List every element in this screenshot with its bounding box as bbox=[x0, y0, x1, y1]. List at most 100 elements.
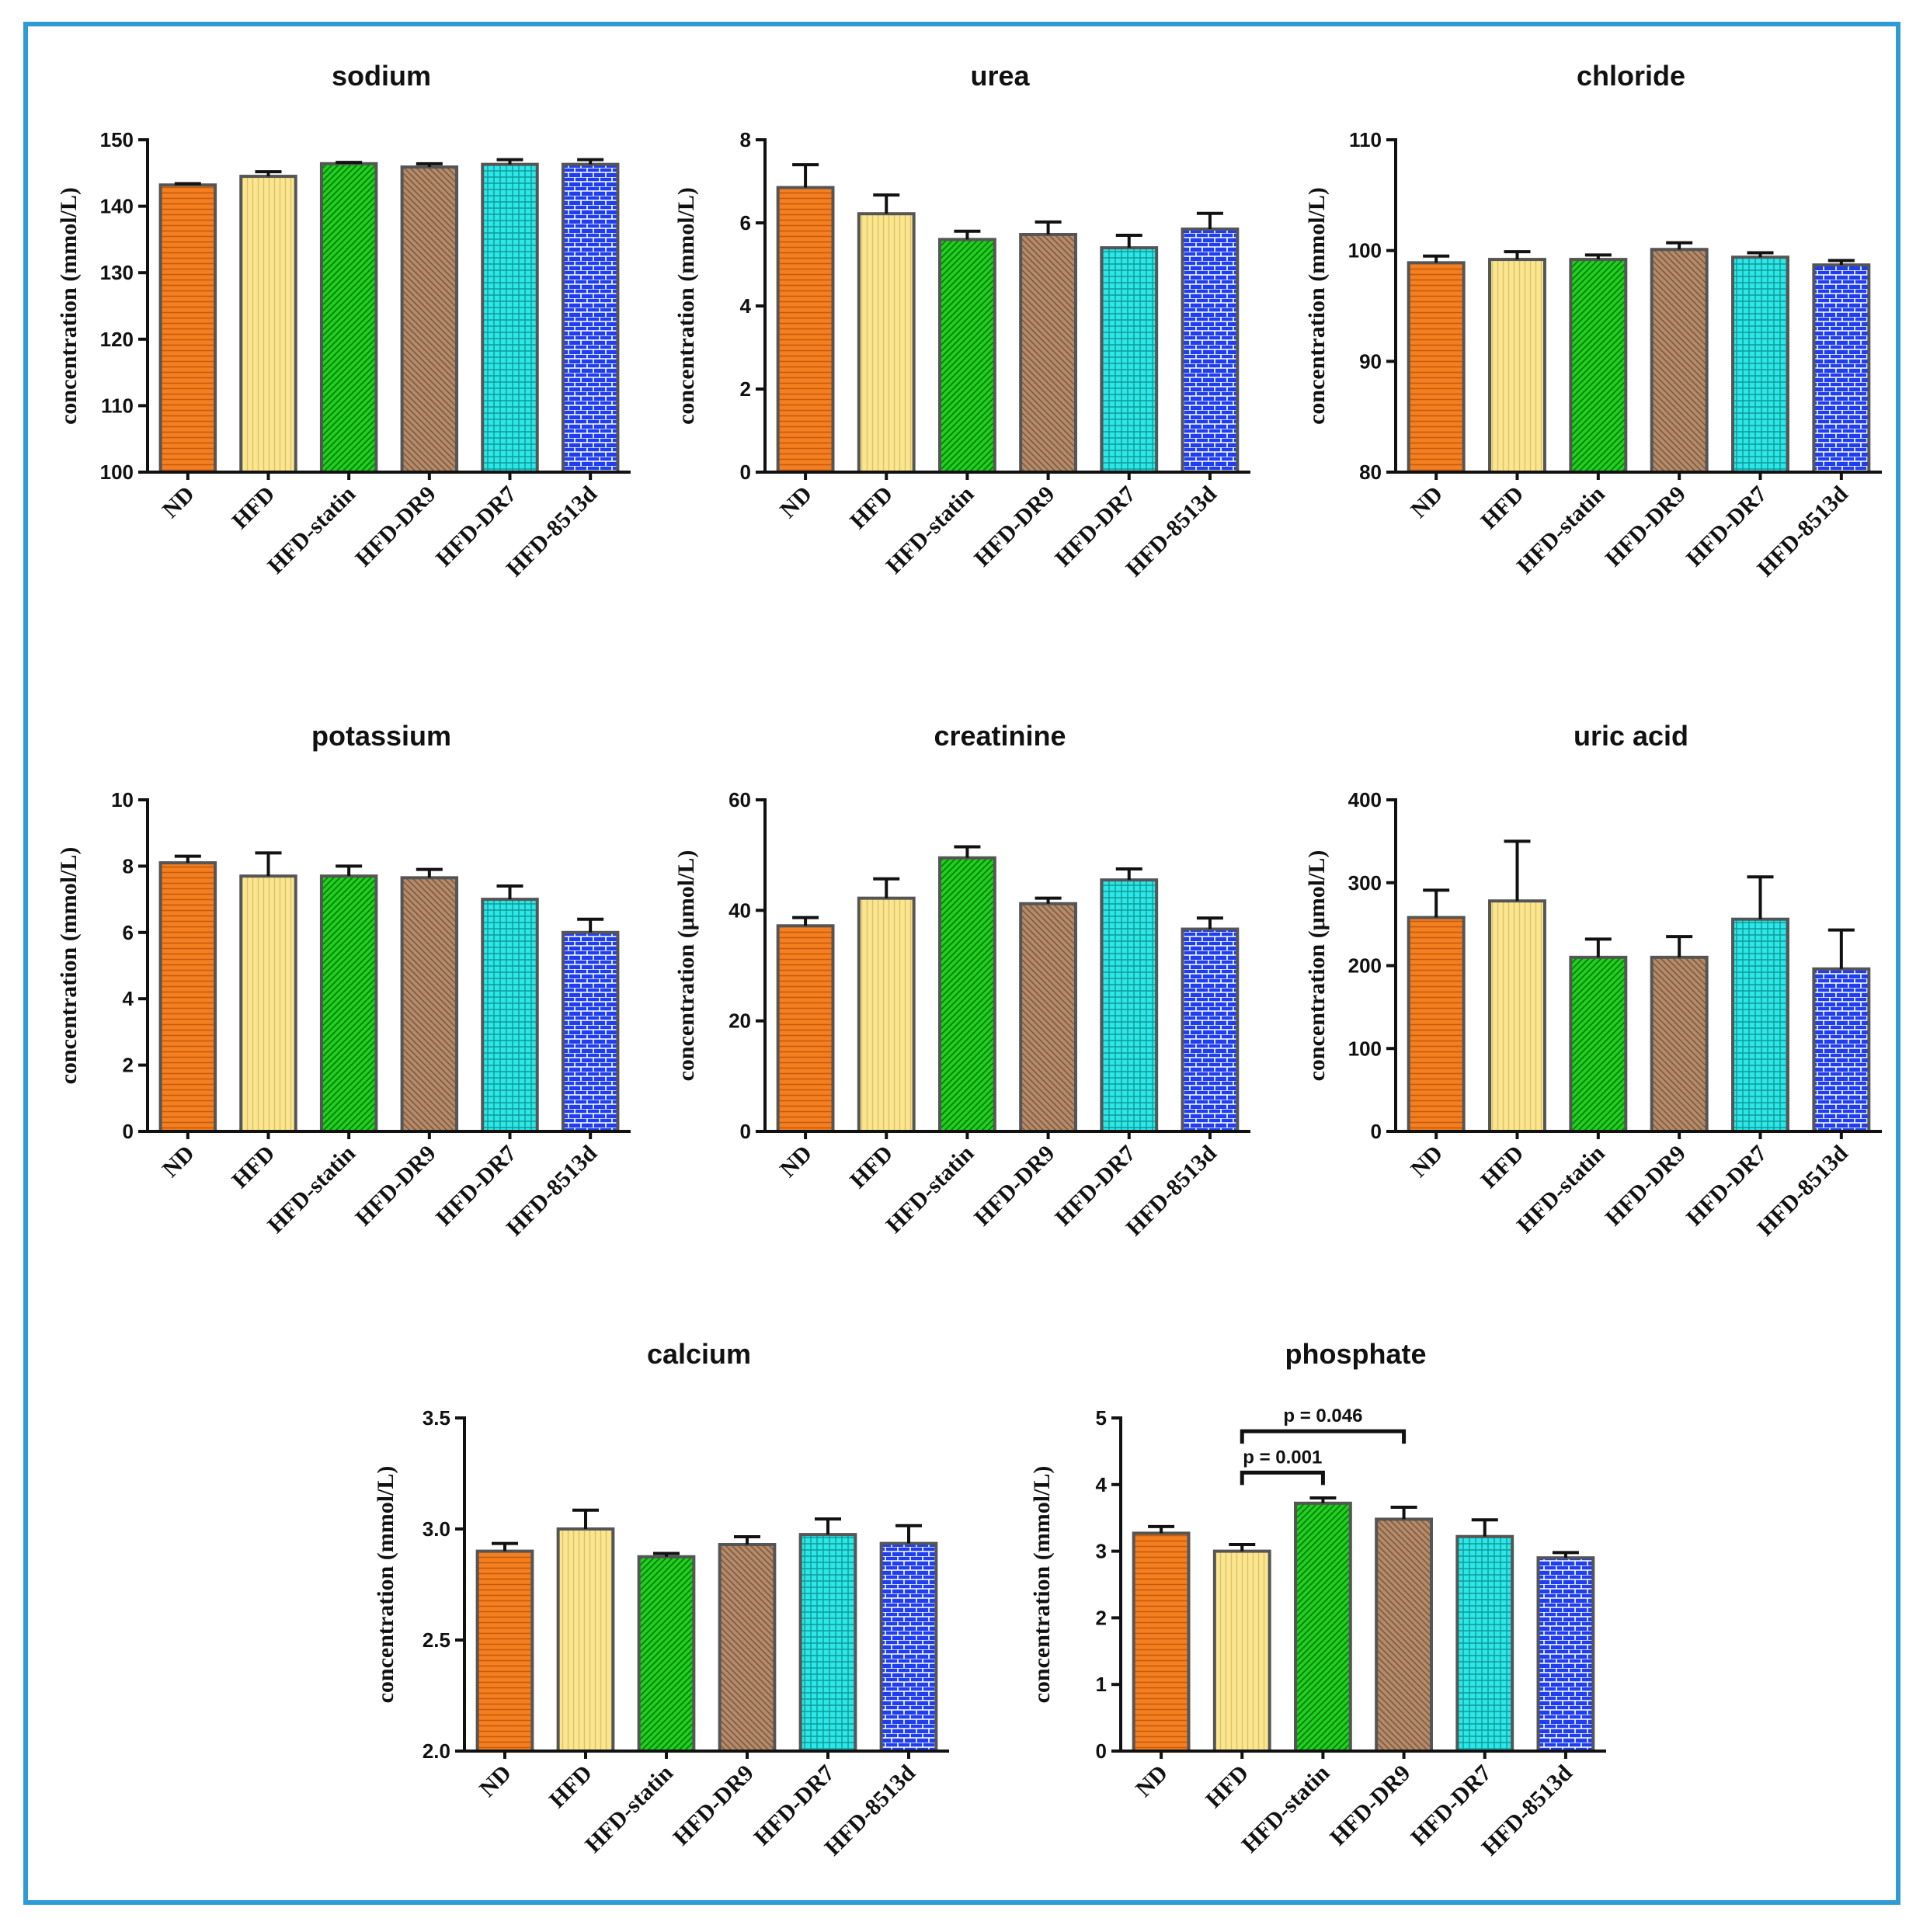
chart-chloride: chloride concentration (mmol/L) ND HFDHFD-s… bbox=[1304, 60, 1882, 582]
x-tick-label: ND bbox=[475, 1760, 516, 1802]
y-tick-label: 100 bbox=[1348, 239, 1382, 262]
x-tick-label: ND bbox=[1406, 481, 1448, 523]
y-tick-label: 5 bbox=[1096, 1406, 1107, 1430]
bar-HFD-8513d bbox=[561, 162, 620, 474]
y-tick-label: 120 bbox=[100, 328, 134, 351]
y-tick-label: 60 bbox=[729, 788, 751, 811]
bar-HFD bbox=[857, 896, 916, 1133]
x-tick-label: HFD-statin bbox=[263, 481, 360, 579]
bar-ND bbox=[776, 924, 835, 1133]
y-axis-label: concentration (mmol/L) bbox=[373, 1466, 398, 1704]
y-tick-label: 3 bbox=[1096, 1540, 1107, 1563]
y-axis-label: concentration (μmol/L) bbox=[1304, 850, 1330, 1082]
y-tick-label: 1 bbox=[1096, 1673, 1107, 1696]
x-tick-label: HFD-DR9 bbox=[1601, 481, 1691, 572]
bar-HFD-DR9 bbox=[718, 1543, 777, 1753]
bar-HFD-DR7 bbox=[1731, 255, 1789, 474]
y-tick-label: 2 bbox=[123, 1054, 134, 1077]
bar-HFD-DR7 bbox=[1100, 246, 1159, 474]
x-tick-label: HFD-statin bbox=[882, 481, 979, 579]
y-tick-label: 150 bbox=[100, 128, 134, 151]
y-tick-label: 140 bbox=[100, 195, 134, 218]
bar-HFD-8513d bbox=[879, 1541, 938, 1753]
y-tick-label: 6 bbox=[123, 921, 134, 944]
y-axis-label: concentration (mmol/L) bbox=[1029, 1466, 1055, 1704]
significance-label: p = 0.046 bbox=[1283, 1406, 1362, 1426]
y-tick-label: 110 bbox=[1349, 128, 1382, 151]
x-tick-label: HFD-statin bbox=[580, 1760, 678, 1857]
x-tick-label: HFD-DR9 bbox=[350, 1141, 440, 1231]
y-tick-label: 0 bbox=[1371, 1120, 1382, 1143]
chart-title: chloride bbox=[1577, 60, 1685, 92]
y-tick-label: 0 bbox=[123, 1120, 134, 1143]
x-tick-label: HFD-statin bbox=[1512, 1140, 1610, 1238]
x-tick-label: HFD-DR9 bbox=[1601, 1141, 1691, 1231]
bar-HFD bbox=[1488, 258, 1546, 474]
bar-HFD-DR9 bbox=[1650, 248, 1709, 474]
y-tick-label: 8 bbox=[740, 128, 751, 151]
bar-HFD-statin bbox=[319, 162, 378, 474]
bar-ND bbox=[158, 861, 217, 1133]
significance-label: p = 0.001 bbox=[1243, 1447, 1322, 1468]
x-tick-label: ND bbox=[775, 481, 817, 523]
x-tick-label: HFD bbox=[845, 481, 898, 534]
chart-calcium: calcium concentration (mmol/L) ND HFDHFD-st… bbox=[373, 1338, 949, 1861]
bar-HFD bbox=[857, 212, 916, 474]
bar-HFD-statin bbox=[1569, 955, 1628, 1133]
bar-HFD-8513d bbox=[1812, 967, 1871, 1134]
y-tick-label: 3.5 bbox=[423, 1406, 450, 1430]
bar-HFD-DR7 bbox=[1100, 878, 1159, 1133]
y-tick-label: 2.0 bbox=[423, 1739, 450, 1763]
y-tick-label: 3.0 bbox=[423, 1517, 450, 1541]
y-axis-label: concentration (mmol/L) bbox=[673, 187, 699, 425]
y-tick-label: 4 bbox=[123, 987, 134, 1010]
bar-HFD-DR9 bbox=[1019, 902, 1077, 1133]
bar-HFD-statin bbox=[938, 238, 996, 474]
y-tick-label: 8 bbox=[123, 854, 134, 877]
bar-ND bbox=[475, 1549, 534, 1753]
x-tick-label: HFD-DR9 bbox=[669, 1760, 759, 1850]
x-tick-label: HFD-statin bbox=[263, 1140, 360, 1238]
y-tick-label: 80 bbox=[1359, 460, 1382, 484]
bar-HFD bbox=[1488, 899, 1546, 1133]
x-tick-label: HFD bbox=[1476, 481, 1528, 534]
y-tick-label: 130 bbox=[100, 261, 134, 284]
x-tick-label: HFD bbox=[227, 1141, 280, 1194]
y-tick-label: 40 bbox=[729, 898, 751, 922]
bar-HFD-statin bbox=[637, 1555, 696, 1753]
y-tick-label: 400 bbox=[1348, 788, 1382, 811]
bar-HFD-DR9 bbox=[1019, 232, 1077, 474]
y-tick-label: 4 bbox=[740, 294, 752, 318]
x-tick-label: HFD bbox=[227, 481, 280, 534]
x-tick-label: HFD bbox=[1201, 1760, 1254, 1813]
y-tick-label: 110 bbox=[101, 394, 134, 417]
y-tick-label: 6 bbox=[740, 211, 751, 235]
y-tick-label: 20 bbox=[729, 1009, 751, 1033]
bar-HFD-DR9 bbox=[400, 165, 459, 474]
bar-HFD-8513d bbox=[1181, 228, 1240, 474]
x-tick-label: ND bbox=[158, 1141, 200, 1183]
bar-HFD-8513d bbox=[1536, 1556, 1595, 1753]
y-tick-label: 300 bbox=[1348, 871, 1382, 895]
bar-HFD-DR7 bbox=[1731, 917, 1789, 1133]
bar-ND bbox=[776, 186, 835, 474]
bar-HFD bbox=[239, 874, 297, 1133]
significance-bracket bbox=[1240, 1429, 1407, 1444]
x-tick-label: HFD-statin bbox=[882, 1140, 979, 1238]
chart-title: creatinine bbox=[934, 720, 1066, 752]
bar-HFD-DR7 bbox=[481, 162, 539, 474]
x-tick-label: HFD bbox=[1476, 1141, 1528, 1194]
bar-HFD-8513d bbox=[1812, 263, 1871, 474]
x-tick-label: HFD-DR9 bbox=[350, 481, 440, 572]
x-tick-label: HFD bbox=[845, 1141, 898, 1194]
bar-HFD bbox=[556, 1527, 615, 1753]
bar-ND bbox=[158, 183, 217, 474]
chart-title: potassium bbox=[311, 720, 451, 752]
bar-HFD-DR7 bbox=[1455, 1534, 1514, 1753]
bar-HFD-statin bbox=[319, 874, 378, 1133]
chart-title: phosphate bbox=[1285, 1338, 1426, 1370]
x-tick-label: HFD-statin bbox=[1237, 1760, 1335, 1857]
